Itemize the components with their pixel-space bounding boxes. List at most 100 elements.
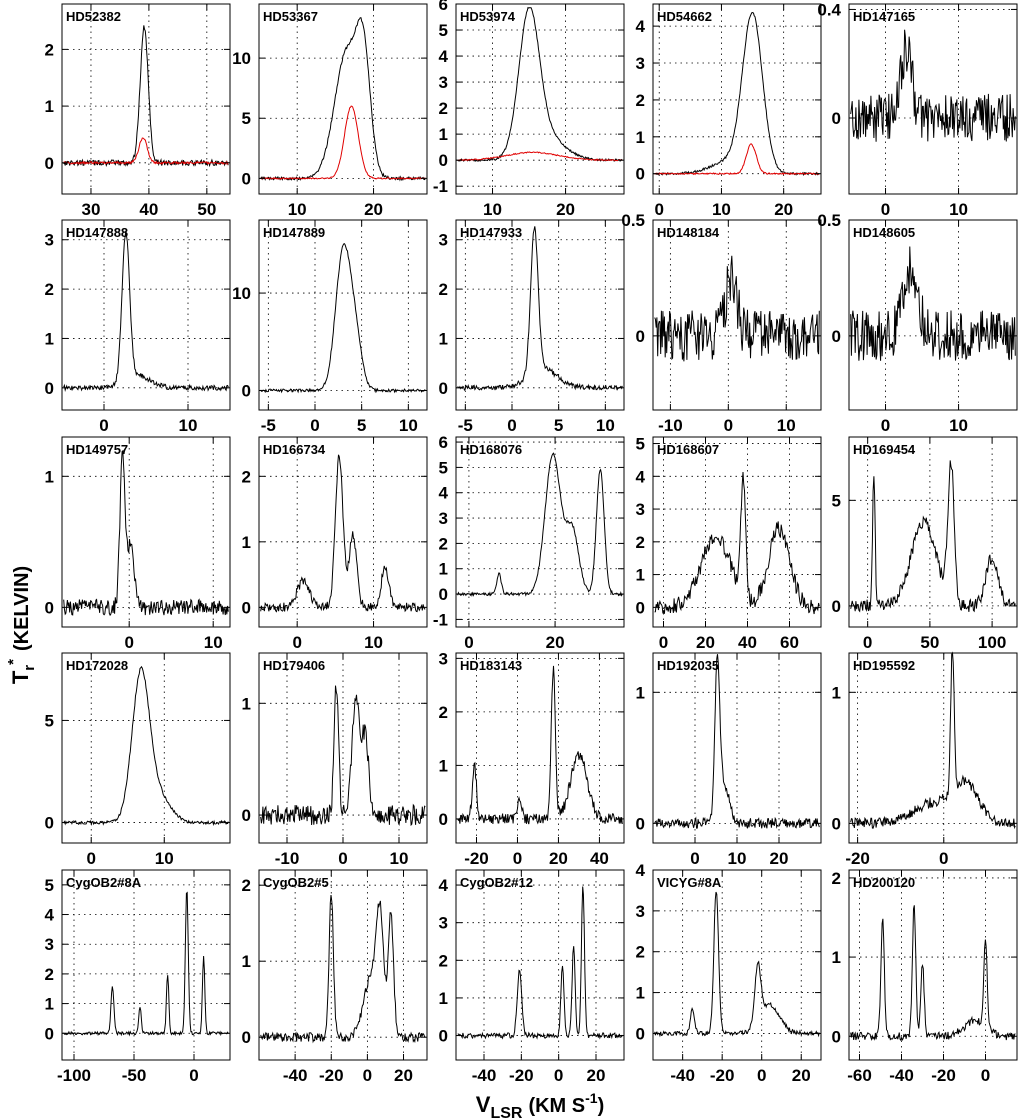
- spectrum-panel: -40 -20 0 20 0 1 2 CygOB2#5: [242, 869, 428, 1085]
- x-tick-label: 0: [939, 849, 948, 868]
- panel-star-label: CygOB2#8A: [66, 875, 142, 890]
- x-tick-label: 40: [139, 200, 158, 219]
- y-tick-label: 1: [832, 683, 841, 702]
- panel-frame: [848, 219, 1018, 411]
- spectrum-line: [654, 143, 820, 176]
- y-tick-label: 0: [636, 598, 645, 617]
- y-tick-label: 1: [636, 128, 645, 147]
- x-tick-label: -20: [845, 849, 870, 868]
- y-tick-label: 0: [45, 598, 54, 617]
- y-tick-label: 1: [242, 952, 251, 971]
- y-tick-label: 0: [832, 109, 841, 128]
- spectrum-panel: 0 20 -1 0 1 2 3 4 5 6 HD168076: [433, 433, 625, 652]
- panel-star-label: HD147889: [263, 225, 325, 240]
- spectrum-panel: 0 10 0 1 2 3 HD147888: [45, 219, 231, 435]
- spectrum-panel: 0 10 20 0 1 2 3 4 HD54662: [636, 3, 822, 219]
- y-tick-label: 4: [439, 47, 449, 66]
- spectrum-line: [260, 243, 426, 394]
- y-tick-label: 2: [242, 467, 251, 486]
- spectrum-panel: -40 -20 0 20 0 1 2 3 4 VICYG#8A: [636, 861, 822, 1085]
- x-tick-label: 10: [364, 633, 383, 652]
- x-tick-label: 5: [357, 416, 366, 435]
- panel-frame: [258, 3, 428, 195]
- panel-frame: [848, 869, 1018, 1061]
- panel-frame: [848, 3, 1018, 195]
- panel-star-label: CygOB2#12: [460, 875, 533, 890]
- y-axis-title-sup: *: [5, 659, 22, 665]
- y-tick-label: 0: [439, 810, 448, 829]
- x-tick-label: -10: [275, 849, 300, 868]
- x-tick-label: -40: [283, 1066, 308, 1085]
- y-tick-label: 0: [636, 1024, 645, 1043]
- panel-star-label: HD147165: [853, 9, 915, 24]
- spectrum-line: [654, 255, 820, 362]
- spectrum-line: [850, 651, 1016, 830]
- spectrum-panel: -40 -20 0 20 0 1 2 3 4 CygOB2#12: [439, 869, 625, 1085]
- panel-star-label: HD172028: [66, 658, 128, 673]
- panel-star-label: HD147933: [460, 225, 522, 240]
- y-tick-label: 2: [636, 533, 645, 552]
- y-tick-label: 0: [45, 814, 54, 833]
- y-tick-label: 4: [439, 484, 449, 503]
- x-tick-label: 10: [596, 416, 615, 435]
- x-tick-label: 10: [949, 416, 968, 435]
- y-tick-label: -1: [433, 610, 448, 629]
- panel-frame: [848, 436, 1018, 628]
- spectrum-line: [457, 6, 623, 162]
- y-tick-label: 0: [636, 814, 645, 833]
- spectrum-line: [654, 471, 820, 615]
- y-tick-label: 3: [636, 902, 645, 921]
- x-tick-label: 20: [770, 849, 789, 868]
- spectrum-panel: -100 -50 0 0 1 2 3 4 5 CygOB2#8A: [45, 869, 231, 1085]
- spectrum-panel: 10 20 -1 0 1 2 3 4 5 6 HD53974: [433, 0, 625, 219]
- x-tick-label: 10: [155, 849, 174, 868]
- x-tick-label: 0: [690, 849, 699, 868]
- panel-star-label: HD147888: [66, 225, 128, 240]
- y-tick-label: 0.5: [621, 211, 645, 230]
- panel-star-label: HD195592: [853, 658, 915, 673]
- spectrum-line: [457, 226, 623, 391]
- y-tick-label: 3: [439, 649, 448, 668]
- y-tick-label: 0: [439, 585, 448, 604]
- x-tick-label: 0: [981, 1066, 990, 1085]
- x-tick-label: 10: [483, 200, 502, 219]
- x-axis-title-close: ): [598, 1095, 605, 1117]
- y-tick-label: 10: [232, 49, 251, 68]
- spectrum-panel: 0 20 40 60 0 1 2 3 4 5 HD168607: [636, 435, 822, 652]
- spectrum-panel: 0 10 0 5 HD172028: [45, 652, 231, 868]
- panel-frame: [455, 436, 625, 628]
- y-tick-label: 1: [45, 467, 54, 486]
- y-axis-title-unit: (KELVIN): [11, 566, 33, 651]
- y-tick-label: 4: [636, 467, 646, 486]
- x-tick-label: 10: [204, 633, 223, 652]
- y-tick-label: 0: [242, 598, 251, 617]
- x-tick-label: 0: [863, 633, 872, 652]
- x-axis-title-unit: (KM S: [528, 1095, 585, 1117]
- y-tick-label: 5: [439, 21, 448, 40]
- spectrum-panel: -5 0 5 10 0 10 HD147889: [232, 219, 428, 435]
- x-tick-label: -50: [122, 1066, 147, 1085]
- spectrum-line: [654, 11, 820, 177]
- spectrum-panel: 0 10 20 0 1 HD192035: [636, 652, 822, 868]
- spectrum-line: [850, 246, 1016, 361]
- y-tick-label: 2: [45, 965, 54, 984]
- y-tick-label: 0: [439, 1027, 448, 1046]
- panel-frame: [61, 869, 231, 1061]
- spectrum-line: [457, 452, 623, 598]
- x-tick-label: -5: [261, 416, 276, 435]
- spectrum-panel: -10 0 10 0 1 HD179406: [242, 652, 428, 868]
- y-tick-label: 6: [439, 433, 448, 452]
- spectrum-panel: -60 -40 -20 0 0 1 2 HD200120: [832, 869, 1018, 1085]
- y-tick-label: 3: [439, 914, 448, 933]
- panel-frame: [61, 219, 231, 411]
- x-tick-label: 0: [189, 1066, 198, 1085]
- panel-star-label: HD200120: [853, 875, 915, 890]
- y-tick-label: 3: [439, 73, 448, 92]
- y-tick-label: -1: [433, 177, 448, 196]
- spectrum-line: [63, 137, 229, 166]
- x-tick-label: 0: [310, 416, 319, 435]
- x-tick-label: -20: [710, 1066, 735, 1085]
- x-tick-label: 20: [556, 200, 575, 219]
- x-axis-title-sup: -1: [585, 1090, 598, 1106]
